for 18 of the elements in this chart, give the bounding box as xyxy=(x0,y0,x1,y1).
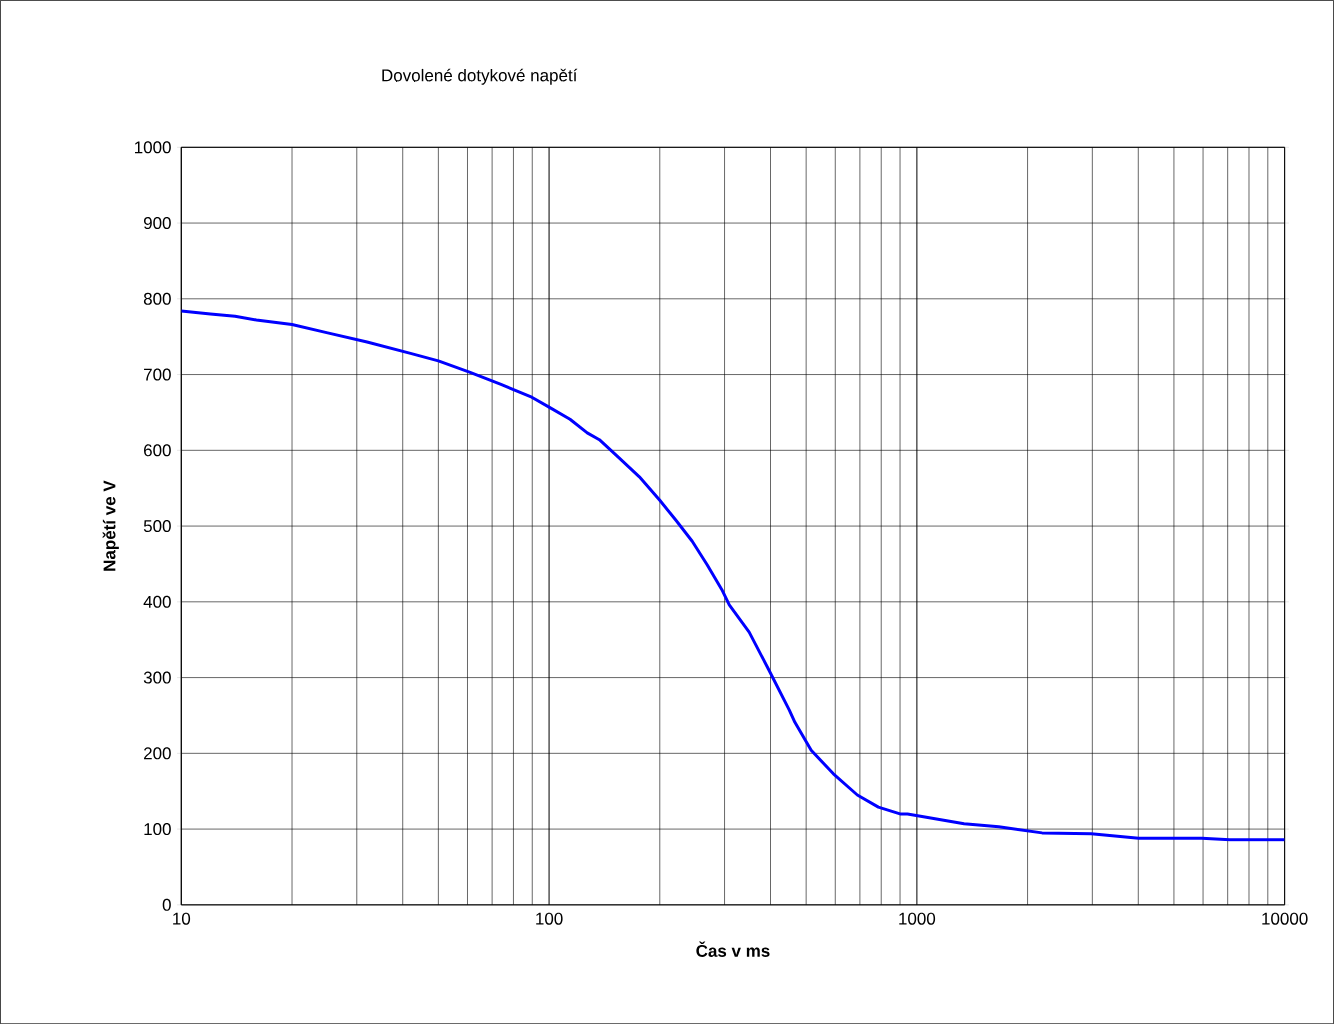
y-tick-label: 500 xyxy=(143,519,171,533)
x-axis-title: Čas v ms xyxy=(696,941,770,957)
y-axis-title: Napětí ve V xyxy=(102,480,119,571)
y-tick-label: 100 xyxy=(144,822,171,836)
y-tick-label: 400 xyxy=(143,595,171,608)
y-tick-label: 700 xyxy=(144,368,171,381)
y-tick-label: 900 xyxy=(143,216,171,229)
y-tick-label: 600 xyxy=(144,444,171,457)
x-tick-label: 10 xyxy=(173,912,191,925)
x-tick-label: 10000 xyxy=(1262,912,1308,925)
y-tick-label: 200 xyxy=(144,747,171,760)
x-tick-label: 100 xyxy=(536,912,563,925)
y-tick-label: 0 xyxy=(162,898,171,911)
chart-title: Dovolené dotykové napětí xyxy=(382,68,578,85)
y-tick-label: 800 xyxy=(143,292,171,305)
x-tick-label: 1000 xyxy=(899,912,936,925)
y-tick-label: 1000 xyxy=(135,141,171,154)
y-tick-label: 300 xyxy=(143,671,171,684)
